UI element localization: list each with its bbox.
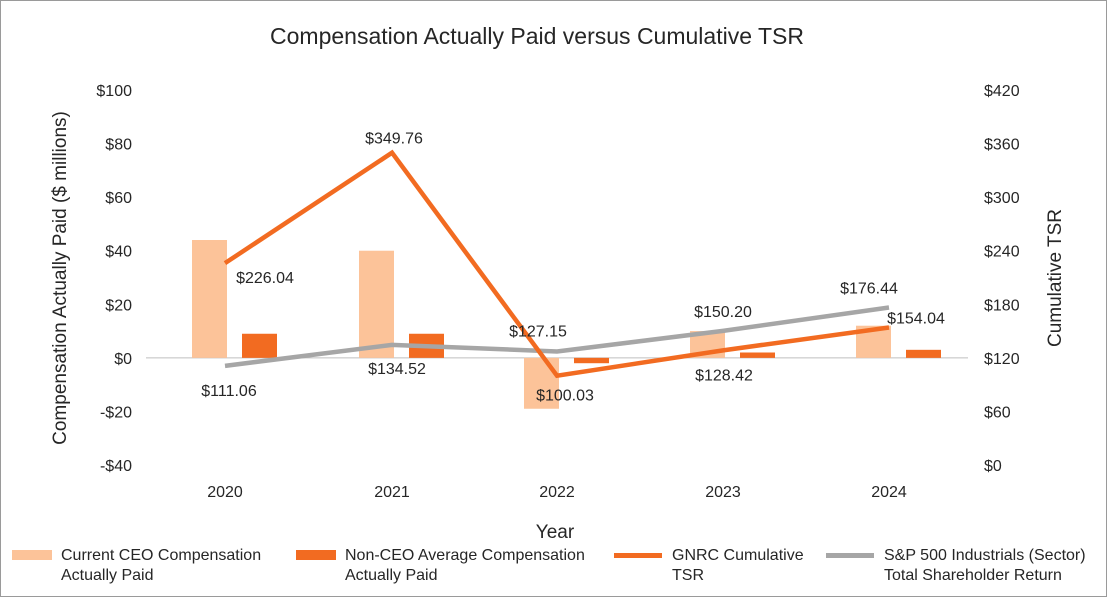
y-tick-label: $0 — [114, 351, 132, 368]
legend: Current CEO Compensation Actually Paid N… — [0, 546, 1107, 594]
data-label-gnrc-tsr-2022: $100.03 — [536, 388, 594, 405]
data-label-sp500-tsr-2022: $127.15 — [509, 323, 567, 340]
legend-label-gnrc-tsr: GNRC Cumulative TSR — [672, 547, 804, 584]
y-tick-label: -$40 — [100, 458, 132, 475]
y-tick-label: $60 — [105, 190, 132, 207]
x-axis-title: Year — [536, 522, 575, 543]
y-tick-label: $20 — [105, 297, 132, 314]
y-axis-title: Compensation Actually Paid ($ millions) — [50, 111, 71, 445]
data-label-sp500-tsr-2021: $134.52 — [368, 361, 426, 378]
data-label-gnrc-tsr-2024: $154.04 — [887, 310, 945, 327]
legend-label-nonceo-cap: Non-CEO Average Compensation Actually Pa… — [345, 547, 585, 584]
data-label-gnrc-tsr-2020: $226.04 — [236, 270, 294, 287]
y-tick-label: -$20 — [100, 404, 132, 421]
y2-tick-label: $180 — [984, 297, 1020, 314]
bar-nonceo-cap-2020 — [242, 333, 277, 358]
bar-ceo-cap-2021 — [359, 250, 394, 358]
chart-title: Compensation Actually Paid versus Cumula… — [270, 23, 804, 49]
y2-axis-title: Cumulative TSR — [1045, 209, 1066, 347]
legend-item-sp500-tsr: S&P 500 Industrials (Sector) Total Share… — [826, 546, 1086, 586]
y2-tick-label: $0 — [984, 458, 1002, 475]
x-tick-label: 2020 — [207, 484, 243, 501]
data-label-gnrc-tsr-2023: $128.42 — [695, 367, 753, 384]
y-tick-label: $40 — [105, 244, 132, 261]
legend-item-gnrc-tsr: GNRC Cumulative TSR — [614, 546, 804, 586]
y-tick-label: $80 — [105, 137, 132, 154]
bar-nonceo-cap-2023 — [740, 352, 775, 358]
y2-tick-label: $420 — [984, 83, 1020, 100]
x-tick-label: 2021 — [374, 484, 410, 501]
x-tick-label: 2024 — [871, 484, 907, 501]
data-label-sp500-tsr-2023: $150.20 — [694, 304, 752, 321]
bar-ceo-cap-2020 — [192, 240, 227, 358]
x-tick-label: 2022 — [539, 484, 575, 501]
data-label-sp500-tsr-2024: $176.44 — [840, 280, 898, 297]
line-sp500-tsr — [224, 305, 890, 369]
legend-label-sp500-tsr: S&P 500 Industrials (Sector) Total Share… — [884, 547, 1086, 584]
legend-item-nonceo-cap: Non-CEO Average Compensation Actually Pa… — [296, 546, 585, 586]
y2-tick-label: $240 — [984, 244, 1020, 261]
data-label-sp500-tsr-2020: $111.06 — [201, 383, 257, 400]
legend-item-ceo-cap: Current CEO Compensation Actually Paid — [12, 546, 261, 586]
line-gnrc-tsr — [223, 149, 890, 379]
y2-tick-label: $360 — [984, 137, 1020, 154]
bar-nonceo-cap-2024 — [906, 349, 941, 358]
bar-nonceo-cap-2022 — [574, 357, 609, 364]
y2-tick-label: $300 — [984, 190, 1020, 207]
legend-line-gnrc-tsr — [614, 553, 662, 558]
legend-swatch-ceo-cap — [12, 550, 52, 560]
y2-tick-label: $120 — [984, 351, 1020, 368]
y2-tick-label: $60 — [984, 404, 1011, 421]
y-tick-label: $100 — [96, 83, 132, 100]
data-label-gnrc-tsr-2021: $349.76 — [365, 131, 423, 148]
legend-label-ceo-cap: Current CEO Compensation Actually Paid — [61, 547, 262, 584]
legend-line-sp500-tsr — [826, 553, 874, 558]
x-tick-label: 2023 — [705, 484, 741, 501]
bar-ceo-cap-2022 — [524, 357, 559, 409]
legend-swatch-nonceo-cap — [296, 550, 336, 560]
